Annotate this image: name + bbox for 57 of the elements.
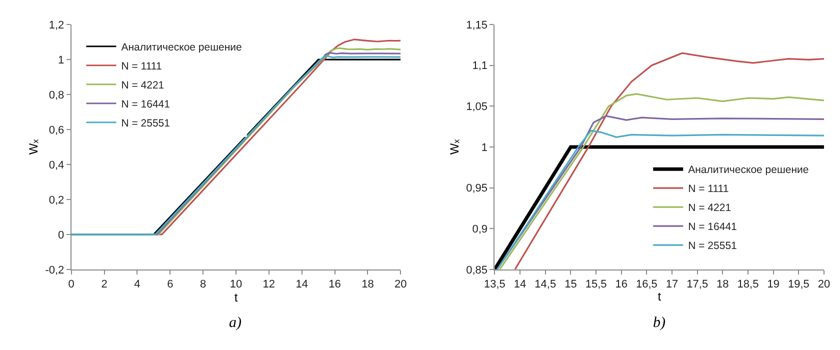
x-tick-label: 15 [564,278,577,291]
x-tick-label: 10 [230,278,242,291]
x-tick-label: 14 [296,278,308,291]
x-tick-label: 19 [767,278,780,291]
y-tick-label: 1,1 [472,60,488,72]
x-tick-label: 4 [134,278,140,291]
x-tick-label: 16 [328,278,341,291]
y-tick-label: 1 [58,54,64,66]
x-tick-label: 19,5 [788,278,810,291]
y-tick-label: 0,95 [466,182,488,195]
legend-label: N = 4221 [121,79,164,92]
x-axis-title: t [234,290,238,305]
text: a) [229,315,242,331]
line-series [514,52,824,270]
x-tick-label: 16,5 [636,278,658,291]
x-tick-label: 15,5 [585,278,607,291]
y-axis-title: Wₓ [26,139,40,155]
y-tick-label: 1,15 [466,19,488,32]
x-tick-label: 18 [362,278,374,291]
legend-label: N = 1111 [688,183,729,196]
y-axis-title: Wₓ [447,139,462,155]
y-tick-label: 1 [481,142,488,154]
x-tick-label: 16 [615,278,628,291]
legend-label: N = 25551 [121,117,170,130]
y-tick-label: 0,9 [472,223,488,236]
legend-label: N = 25551 [688,240,738,252]
x-tick-label: 20 [394,278,407,291]
text: b) [653,315,666,331]
x-tick-label: 18 [716,278,729,291]
x-tick-label: 0 [68,278,74,291]
x-tick-label: 14 [514,278,526,291]
legend-label: N = 4221 [688,202,732,214]
x-tick-label: 6 [167,278,174,291]
y-tick-label: 0,6 [48,124,64,136]
x-tick-label: 13,5 [484,278,506,291]
x-tick-label: 14,5 [534,278,556,291]
y-tick-label: 0,85 [466,264,488,276]
y-tick-label: 1,2 [48,19,64,32]
x-tick-label: 2 [101,278,108,291]
legend-label: N = 1111 [121,60,162,72]
y-tick-label: 0,4 [48,159,64,172]
x-tick-label: 17 [666,278,678,291]
y-tick-label: -0,2 [45,264,64,276]
x-tick-label: 12 [262,278,276,291]
legend-label: N = 16441 [688,221,738,234]
y-tick-label: 0,8 [48,89,64,102]
legend-label: Аналитическое решение [688,164,809,176]
legend-label: Аналитическое решение [121,41,242,54]
y-tick-label: 0,2 [48,194,64,206]
x-axis-title: t [658,290,662,304]
x-tick-label: 18,5 [737,278,759,291]
x-tick-label: 8 [200,278,206,291]
y-tick-label: 0 [58,229,64,242]
x-tick-label: 17,5 [686,278,708,291]
y-tick-label: 1,05 [466,101,488,114]
legend-label: N = 16441 [121,98,170,110]
x-tick-label: 20 [818,278,830,291]
